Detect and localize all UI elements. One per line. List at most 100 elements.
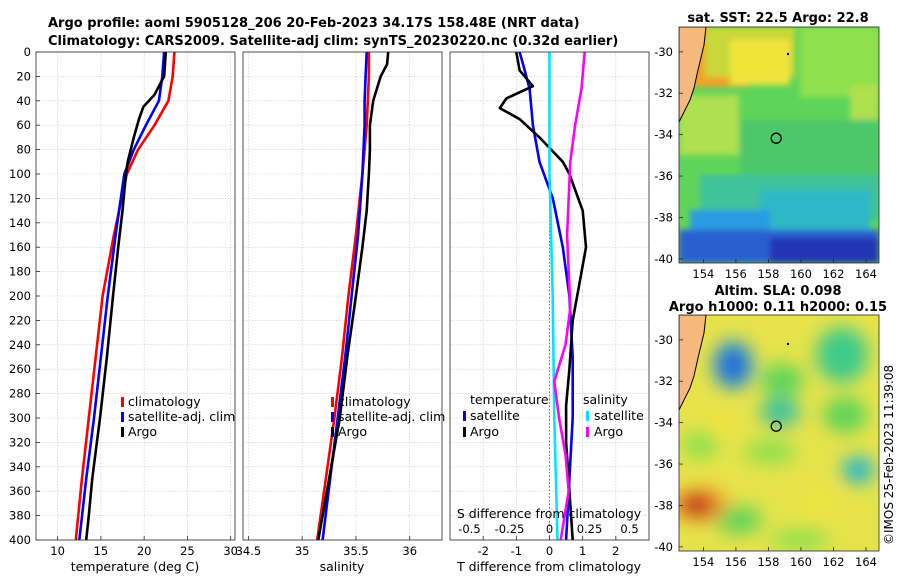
sst-map-title: sat. SST: 22.5 Argo: 22.8 bbox=[687, 11, 868, 26]
sst-map-panel: sat. SST: 22.5 Argo: 22.8 154 156 1 bbox=[654, 11, 880, 281]
x-tick-label: 2 bbox=[612, 544, 619, 558]
temperature-profile-panel: 0 20 40 60 80 100 120 140 160 180 200 220 240 260 280 3… bbox=[9, 45, 238, 574]
depth-tick-label: 40 bbox=[16, 94, 31, 108]
legend-t-satellite-label: satellite bbox=[470, 408, 520, 423]
series-argo bbox=[317, 52, 390, 540]
t-difference-axis-label: T difference from climatology bbox=[456, 559, 642, 574]
legend-s-argo-swatch bbox=[586, 427, 589, 437]
lord-howe-island bbox=[786, 52, 790, 56]
lat-tick-label: -34 bbox=[654, 416, 673, 430]
lat-tick-label: -40 bbox=[654, 540, 673, 554]
depth-tick-label: 380 bbox=[9, 509, 31, 523]
lat-tick-label: -30 bbox=[654, 333, 673, 347]
lat-tick-label: -34 bbox=[654, 128, 673, 142]
sla-map-title-line2: Argo h1000: 0.11 h2000: 0.15 bbox=[669, 300, 887, 315]
s-tick-label: -0.5 bbox=[458, 522, 480, 536]
lat-tick-label: -40 bbox=[654, 252, 673, 266]
legend-climatology-swatch bbox=[331, 397, 334, 407]
sla-map-panel: Altim. SLA: 0.098 Argo h1000: 0.11 h2000… bbox=[654, 284, 887, 569]
series-argo bbox=[84, 52, 168, 540]
sla-map-frame bbox=[678, 314, 880, 552]
x-tick-label: 20 bbox=[137, 544, 152, 558]
depth-tick-label: 180 bbox=[9, 265, 31, 279]
legend-argo-swatch bbox=[121, 427, 124, 437]
x-tick-label: 15 bbox=[94, 544, 109, 558]
legend-satellite-swatch bbox=[331, 412, 334, 422]
sla-eddies bbox=[679, 327, 874, 550]
lat-tick-label: -36 bbox=[654, 169, 673, 183]
salinity-plot-frame bbox=[242, 51, 443, 541]
depth-tick-label: 320 bbox=[9, 435, 31, 449]
temperature-grid bbox=[36, 51, 235, 541]
imos-timestamp: ©IMOS 25-Feb-2023 11:39:08 bbox=[882, 365, 896, 545]
salinity-axis-label: salinity bbox=[320, 559, 365, 574]
legend-s-satellite-swatch bbox=[586, 411, 589, 421]
s-difference-axis-ticks: -0.5 -0.25 0 0.25 0.5 bbox=[458, 522, 638, 536]
sst-field bbox=[679, 27, 879, 263]
legend-climatology-swatch bbox=[121, 397, 124, 407]
depth-tick-label: 220 bbox=[9, 313, 31, 327]
sst-map-frame bbox=[678, 26, 880, 264]
legend-temperature-heading: temperature bbox=[470, 392, 549, 407]
sst-patches bbox=[679, 27, 879, 263]
x-tick-label: 1 bbox=[579, 544, 586, 558]
series-satellite-adj-clim bbox=[78, 52, 166, 540]
legend-t-argo-swatch bbox=[463, 427, 466, 437]
difference-temperature-legend: temperature satellite Argo bbox=[463, 392, 549, 439]
legend-satellite-label: satellite-adj. clim bbox=[128, 409, 235, 424]
series-s-argo bbox=[552, 52, 586, 540]
salinity-axis-ticks: 34.5 35 35.5 36 bbox=[236, 536, 417, 558]
lon-tick-label: 156 bbox=[725, 267, 747, 281]
s-tick-label: 0.25 bbox=[577, 522, 603, 536]
lon-tick-label: 162 bbox=[822, 267, 844, 281]
lon-tick-label: 162 bbox=[822, 555, 844, 569]
t-difference-axis-ticks: -2 -1 0 1 2 bbox=[477, 536, 619, 558]
legend-t-argo-label: Argo bbox=[470, 424, 499, 439]
lon-tick-label: 160 bbox=[790, 267, 812, 281]
x-tick-label: 34.5 bbox=[236, 544, 262, 558]
legend-argo-label: Argo bbox=[128, 424, 157, 439]
depth-tick-label: 160 bbox=[9, 240, 31, 254]
lat-tick-label: -32 bbox=[654, 374, 673, 388]
legend-salinity-heading: salinity bbox=[583, 392, 628, 407]
x-tick-label: 36 bbox=[402, 544, 417, 558]
x-tick-label: 30 bbox=[223, 544, 238, 558]
x-tick-label: 35 bbox=[295, 544, 310, 558]
lon-tick-label: 154 bbox=[692, 267, 714, 281]
australia-coast bbox=[679, 315, 707, 411]
depth-tick-label: 360 bbox=[9, 484, 31, 498]
figure-title-line2: Climatology: CARS2009. Satellite-adj cli… bbox=[48, 34, 618, 49]
legend-argo-label: Argo bbox=[338, 424, 367, 439]
salinity-legend: climatology satellite-adj. clim Argo bbox=[331, 394, 445, 439]
x-tick-label: -2 bbox=[477, 544, 488, 558]
depth-tick-label: 100 bbox=[9, 167, 31, 181]
legend-t-satellite-swatch bbox=[463, 411, 466, 421]
depth-tick-label: 0 bbox=[24, 45, 31, 59]
depth-tick-label: 60 bbox=[16, 118, 31, 132]
depth-axis-ticks: 0 20 40 60 80 100 120 140 160 180 200 220 240 260 280 3… bbox=[9, 45, 40, 547]
figure-title-line1: Argo profile: aoml 5905128_206 20-Feb-20… bbox=[48, 16, 580, 31]
x-tick-label: -1 bbox=[511, 544, 522, 558]
x-tick-label: 25 bbox=[180, 544, 195, 558]
lat-tick-label: -32 bbox=[654, 86, 673, 100]
lon-tick-label: 158 bbox=[757, 267, 779, 281]
lord-howe-island bbox=[786, 342, 790, 346]
series-t-argo bbox=[498, 52, 588, 540]
lon-tick-label: 156 bbox=[725, 555, 747, 569]
sst-map-ticks: 154 156 158 160 162 164 -30 -32 -34 -36 -38 -40 bbox=[654, 45, 877, 281]
depth-tick-label: 120 bbox=[9, 191, 31, 205]
depth-tick-label: 140 bbox=[9, 216, 31, 230]
legend-satellite-label: satellite-adj. clim bbox=[338, 409, 445, 424]
s-difference-axis-label: S difference from climatology bbox=[457, 506, 642, 521]
lon-tick-label: 160 bbox=[790, 555, 812, 569]
legend-argo-swatch bbox=[331, 427, 334, 437]
argo-location-marker bbox=[770, 132, 782, 144]
sla-map-title-line1: Altim. SLA: 0.098 bbox=[715, 284, 842, 299]
lat-tick-label: -38 bbox=[654, 498, 673, 512]
temperature-axis-label: temperature (deg C) bbox=[71, 559, 200, 574]
series-s-satellite bbox=[548, 52, 559, 540]
lon-tick-label: 154 bbox=[692, 555, 714, 569]
depth-tick-label: 280 bbox=[9, 387, 31, 401]
temperature-series bbox=[74, 52, 176, 540]
